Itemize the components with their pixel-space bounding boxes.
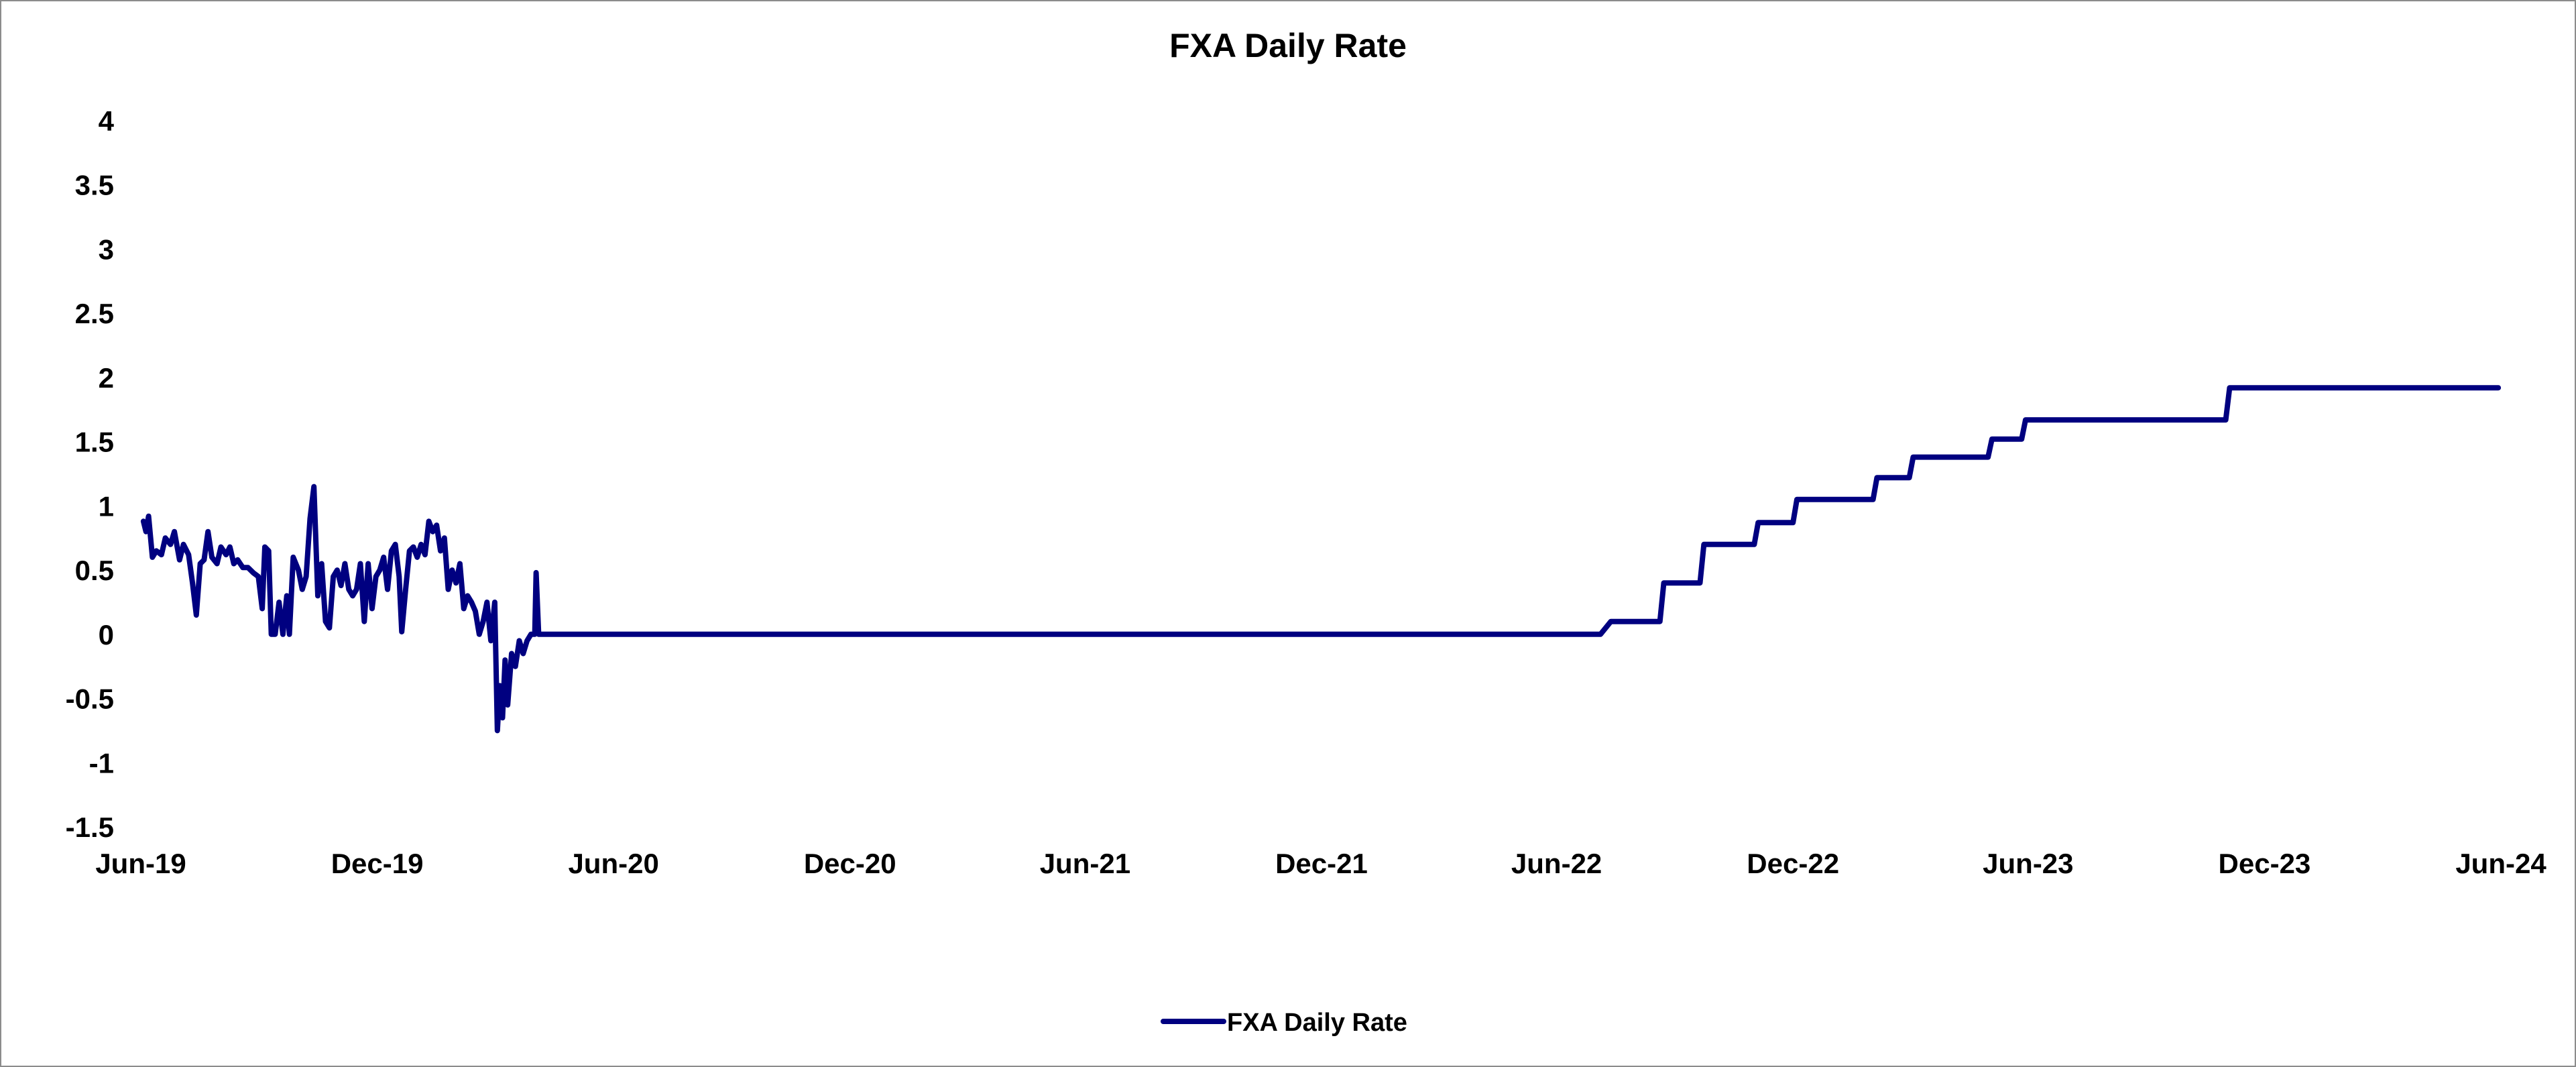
x-tick-label: Dec-22 (1747, 848, 1839, 879)
y-tick-label: 4 (99, 105, 115, 137)
legend-label: FXA Daily Rate (1227, 1009, 1407, 1037)
y-tick-label: -0.5 (66, 683, 114, 715)
x-tick-label: Dec-19 (331, 848, 424, 879)
x-tick-label: Dec-20 (804, 848, 896, 879)
y-tick-label: 0.5 (75, 555, 114, 586)
x-tick-label: Dec-23 (2219, 848, 2311, 879)
x-tick-label: Jun-19 (95, 848, 186, 879)
y-axis-tick-labels: -1.5 -1 -0.5 0 0.5 1 1.5 2 2.5 3 3.5 4 (66, 105, 115, 843)
y-tick-label: -1 (89, 747, 114, 779)
x-tick-label: Jun-20 (568, 848, 658, 879)
x-tick-label: Jun-22 (1511, 848, 1602, 879)
y-tick-label: 3 (99, 233, 114, 265)
fxa-daily-rate-line (140, 385, 2502, 734)
y-tick-label: 0 (99, 619, 114, 651)
x-tick-label: Dec-21 (1275, 848, 1368, 879)
x-tick-label: Jun-21 (1040, 848, 1130, 879)
y-tick-label: -1.5 (66, 811, 114, 843)
y-tick-label: 1.5 (75, 427, 114, 458)
chart-title: FXA Daily Rate (1169, 27, 1407, 64)
x-axis-tick-labels: Jun-19 Dec-19 Jun-20 Dec-20 Jun-21 Dec-21 Jun-… (95, 848, 2546, 879)
y-tick-label: 2.5 (75, 298, 114, 329)
legend: FXA Daily Rate (1161, 1009, 1407, 1037)
y-tick-label: 3.5 (75, 170, 114, 201)
y-tick-label: 1 (99, 490, 114, 522)
x-tick-label: Jun-24 (2455, 848, 2546, 879)
x-tick-label: Jun-23 (1983, 848, 2073, 879)
y-tick-label: 2 (99, 362, 114, 394)
